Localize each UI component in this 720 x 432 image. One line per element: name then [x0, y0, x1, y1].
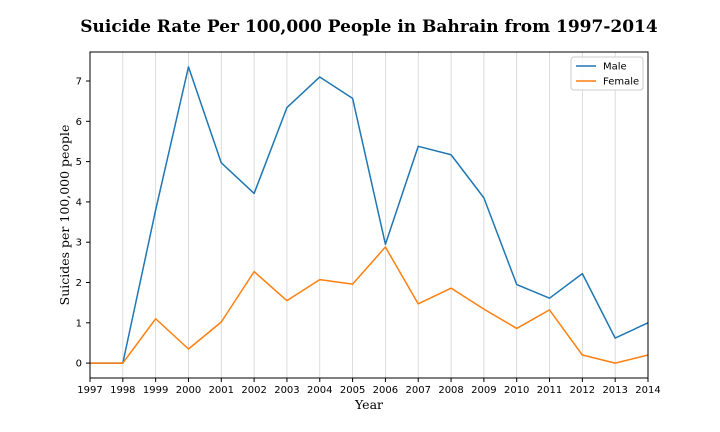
y-tick-label: 4	[76, 197, 82, 208]
x-tick-label: 2011	[537, 385, 562, 396]
x-tick-label: 2010	[504, 385, 529, 396]
x-tick-label: 2014	[635, 385, 660, 396]
x-tick-label: 2001	[209, 385, 234, 396]
x-tick-label: 2000	[176, 385, 201, 396]
y-tick-label: 5	[76, 157, 82, 168]
x-tick-label: 2002	[241, 385, 266, 396]
x-tick-label: 1997	[77, 385, 102, 396]
x-tick-label: 2006	[373, 385, 398, 396]
legend: Male Female	[570, 56, 644, 91]
y-axis-label: Suicides per 100,000 people	[57, 125, 72, 306]
x-tick-label: 2012	[570, 385, 595, 396]
series-line-male	[90, 66, 649, 364]
y-axis-ticks: 0 1 2 3 4 5 6 7	[76, 77, 90, 370]
series-line-female	[90, 246, 649, 364]
x-tick-label: 2004	[307, 385, 332, 396]
x-tick-label: 2009	[471, 385, 496, 396]
y-tick-label: 3	[76, 238, 82, 249]
chart-title: Suicide Rate Per 100,000 People in Bahra…	[80, 17, 658, 37]
y-tick-label: 0	[76, 359, 82, 370]
y-tick-label: 7	[76, 77, 82, 88]
y-tick-label: 2	[76, 278, 82, 289]
x-axis-ticks: 1997 1998 1999 2000 2001 2002 2003 2004 2005 2006…	[77, 378, 661, 396]
legend-label-female: Female	[603, 77, 639, 88]
x-tick-label: 2008	[438, 385, 463, 396]
y-tick-label: 1	[76, 318, 82, 329]
x-tick-label: 2013	[602, 385, 627, 396]
x-tick-label: 1999	[143, 385, 168, 396]
legend-label-male: Male	[603, 62, 627, 73]
series-lines	[90, 66, 649, 364]
x-tick-label: 1998	[110, 385, 135, 396]
y-tick-label: 6	[76, 117, 82, 128]
x-tick-label: 2007	[406, 385, 431, 396]
x-tick-label: 2005	[340, 385, 365, 396]
x-axis-label: Year	[354, 397, 383, 412]
x-tick-label: 2003	[274, 385, 299, 396]
plot-frame	[89, 51, 649, 379]
